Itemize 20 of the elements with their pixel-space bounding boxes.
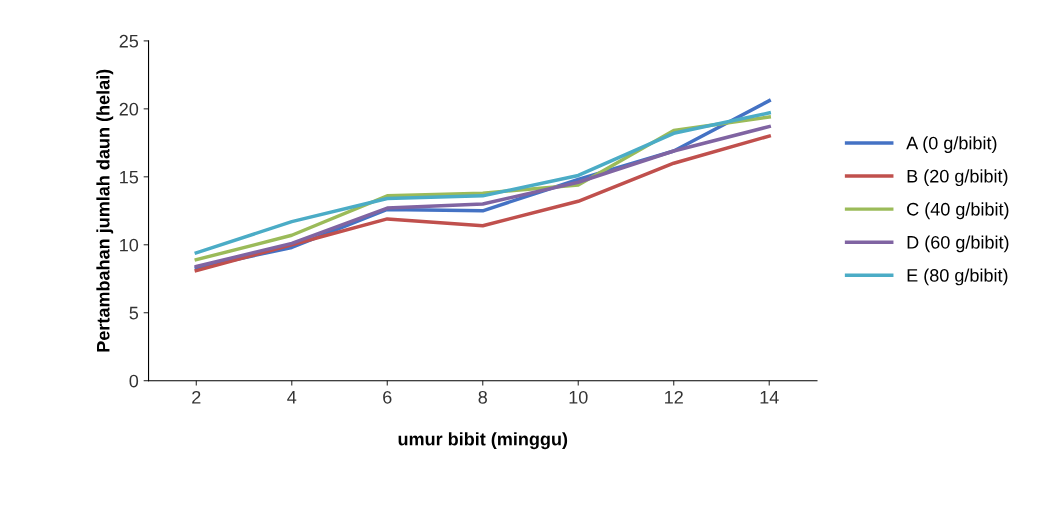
y-tick-label: 15 [120,170,139,184]
y-tick-label: 25 [119,34,139,48]
x-tick-label: 6 [383,390,392,404]
legend-label: A (0 g/bibit) [906,136,997,154]
y-tick-label: 20 [119,102,139,116]
y-tick-label: 5 [129,306,139,320]
y-tick-label: 0 [129,374,139,388]
x-axis-title: umur bibit (minggu) [398,432,568,450]
x-tick-label: 10 [569,390,588,404]
y-tick-label: 10 [120,238,139,252]
legend-label: B (20 g/bibit) [907,169,1008,187]
legend-label: E (80 g/bibit) [907,268,1008,286]
x-tick-label: 8 [478,390,487,404]
x-tick-label: 2 [192,390,201,404]
x-tick-label: 14 [760,391,779,404]
x-tick-label: 4 [287,391,297,404]
y-axis-title: Pertambahan jumlah daun (helai) [96,69,114,352]
legend-label: C (40 g/bibit) [907,202,1009,220]
legend-label: D (60 g/bibit) [907,235,1009,253]
x-tick-label: 12 [665,390,683,404]
